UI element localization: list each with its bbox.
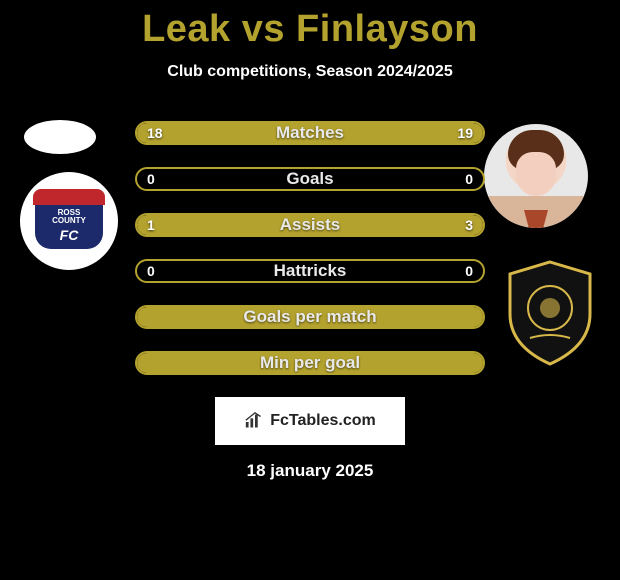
stat-label: Assists (137, 215, 483, 235)
stat-row: 00Hattricks (135, 259, 485, 283)
stat-row: Min per goal (135, 351, 485, 375)
player-right-avatar (484, 124, 588, 228)
club-left-fc: FC (60, 227, 79, 243)
page-title: Leak vs Finlayson (0, 0, 620, 51)
brand-badge[interactable]: FcTables.com (215, 397, 405, 445)
stat-row: 1819Matches (135, 121, 485, 145)
stat-row: Goals per match (135, 305, 485, 329)
stat-label: Hattricks (137, 261, 483, 281)
stat-label: Min per goal (137, 353, 483, 373)
stat-row: 13Assists (135, 213, 485, 237)
subtitle: Club competitions, Season 2024/2025 (0, 63, 620, 81)
brand-chart-icon (244, 411, 266, 431)
stat-row: 00Goals (135, 167, 485, 191)
stat-label: Goals (137, 169, 483, 189)
player-left-avatar (24, 120, 96, 154)
brand-text: FcTables.com (270, 412, 376, 430)
club-left-badge: ROSSCOUNTY FC (20, 172, 118, 270)
stat-label: Matches (137, 123, 483, 143)
club-left-name: ROSSCOUNTY (52, 209, 86, 225)
club-right-badge (500, 260, 600, 366)
stat-label: Goals per match (137, 307, 483, 327)
date-line: 18 january 2025 (0, 461, 620, 481)
